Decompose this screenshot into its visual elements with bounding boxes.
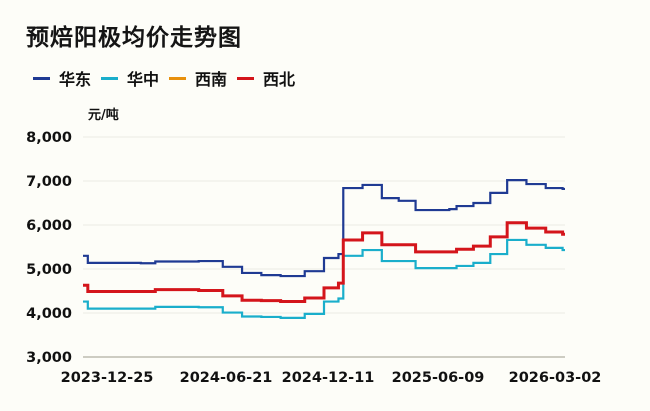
x-tick-label: 2023-12-25: [61, 370, 154, 386]
y-tick-label: 4,000: [26, 306, 72, 322]
legend-swatch-huazhong-icon: [101, 76, 119, 80]
y-tick-label: 8,000: [26, 130, 72, 146]
series-lines: [83, 179, 565, 319]
legend-item-xinan[interactable]: 西南: [169, 66, 227, 90]
legend-label: 华东: [59, 70, 92, 89]
x-tick-label: 2024-12-11: [282, 370, 375, 386]
legend-label: 华中: [127, 70, 160, 89]
y-tick-label: 5,000: [26, 262, 72, 278]
x-tick-label: 2025-06-09: [392, 370, 485, 386]
x-tick-label: 2026-03-02: [509, 370, 602, 386]
legend-item-huazhong[interactable]: 华中: [101, 66, 159, 90]
x-axis-ticks: 2023-12-25 2024-06-21 2024-12-11 2025-06-09…: [61, 370, 602, 386]
legend-item-xibei[interactable]: 西北: [237, 66, 295, 90]
series-line-西北: [83, 221, 565, 304]
series-line-华东: [83, 179, 565, 278]
y-axis-ticks: 3,000 4,000 5,000 6,000 7,000 8,000: [26, 130, 72, 366]
y-tick-label: 7,000: [26, 174, 72, 190]
series-line-华中: [83, 238, 565, 319]
y-tick-label: 3,000: [26, 350, 72, 366]
legend-item-huadong[interactable]: 华东: [33, 66, 91, 90]
legend-label: 西南: [195, 70, 228, 89]
legend-swatch-xinan-icon: [169, 76, 187, 80]
y-axis-unit: 元/吨: [88, 108, 119, 123]
y-tick-label: 6,000: [26, 218, 72, 234]
legend-swatch-huadong-icon: [33, 76, 50, 80]
chart-legend: 华东 华中 西南 西北: [33, 66, 305, 90]
x-tick-label: 2024-06-21: [180, 370, 273, 386]
legend-label: 西北: [263, 70, 296, 89]
legend-swatch-xibei-icon: [237, 76, 255, 80]
chart-title: 预焙阳极均价走势图: [26, 25, 242, 51]
